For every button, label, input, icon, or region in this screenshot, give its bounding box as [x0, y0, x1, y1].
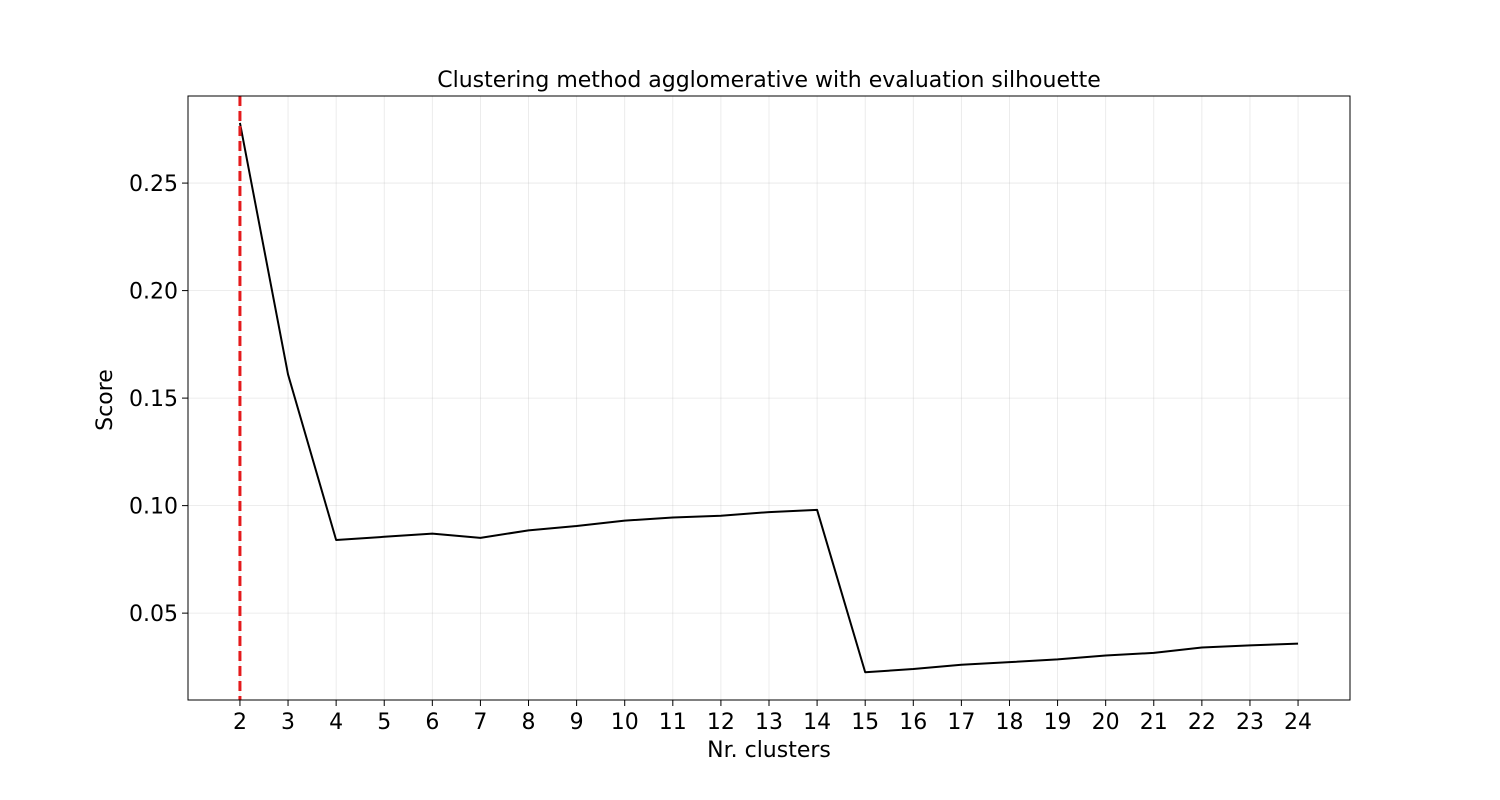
x-tick-label: 2: [233, 710, 247, 735]
y-tick-label: 0.20: [129, 280, 178, 305]
x-tick-label: 12: [707, 710, 735, 735]
x-tick-label: 21: [1140, 710, 1168, 735]
x-tick-label: 7: [473, 710, 487, 735]
grid-lines: [188, 96, 1350, 700]
x-tick-label: 19: [1044, 710, 1072, 735]
x-tick-label: 6: [425, 710, 439, 735]
y-axis-ticks: 0.05 0.10 0.15 0.20 0.25: [129, 172, 188, 627]
series-layer: [238, 122, 1299, 674]
x-tick-label: 11: [659, 710, 687, 735]
x-tick-label: 4: [329, 710, 343, 735]
x-tick-label: 8: [522, 710, 536, 735]
x-axis-label: Nr. clusters: [707, 738, 831, 763]
x-tick-label: 20: [1092, 710, 1120, 735]
y-tick-label: 0.10: [129, 495, 178, 520]
x-tick-label: 16: [899, 710, 927, 735]
x-tick-label: 24: [1284, 710, 1312, 735]
y-tick-label: 0.15: [129, 387, 178, 412]
x-tick-label: 22: [1188, 710, 1216, 735]
x-tick-label: 3: [281, 710, 295, 735]
x-tick-label: 14: [803, 710, 831, 735]
x-tick-label: 15: [851, 710, 879, 735]
chart-title: Clustering method agglomerative with eva…: [437, 68, 1101, 93]
x-tick-label: 10: [611, 710, 639, 735]
x-tick-label: 13: [755, 710, 783, 735]
x-tick-label: 18: [995, 710, 1023, 735]
y-tick-label: 0.05: [129, 602, 178, 627]
x-tick-label: 23: [1236, 710, 1264, 735]
y-tick-label: 0.25: [129, 172, 178, 197]
x-axis-ticks: 2 3 4 5 6 7 8 9 10 11 12 13 14 15 16 17 18 19 20 21 22 23 24: [233, 700, 1312, 735]
y-axis-label: Score: [93, 369, 118, 431]
x-tick-label: 17: [947, 710, 975, 735]
x-tick-label: 5: [377, 710, 391, 735]
x-tick-label: 9: [570, 710, 584, 735]
